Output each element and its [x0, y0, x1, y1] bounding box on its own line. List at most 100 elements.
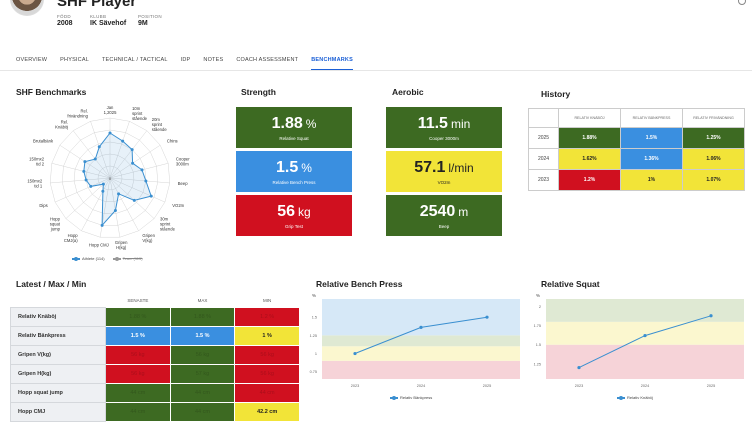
- history-year: 2025: [528, 127, 559, 149]
- chart-point[interactable]: [577, 365, 581, 370]
- latest-cell: 57 kg: [169, 363, 236, 384]
- history-cell: 1.07%: [682, 169, 745, 191]
- history-column-header: RELATIV FRIVÄNDNING: [682, 108, 745, 128]
- meta-position: POSITION 9M: [138, 14, 162, 27]
- tab-benchmarks[interactable]: BENCHMARKS: [311, 54, 353, 70]
- radar-point[interactable]: [117, 192, 121, 196]
- latest-metric-name: Relativ Knäböj: [10, 306, 106, 327]
- latest-cell: 1.2 %: [234, 306, 300, 327]
- radar-point[interactable]: [121, 139, 125, 143]
- chart-band: [322, 346, 520, 361]
- legend-team[interactable]: Team (115): [112, 256, 143, 261]
- radar-point[interactable]: [83, 160, 87, 164]
- radar-point[interactable]: [108, 131, 112, 135]
- latest-cell: 44 cm: [169, 401, 236, 422]
- aerobic-title: Aerobic: [392, 87, 424, 97]
- latest-row: Hopp CMJ 44 cm 44 cm 42.2 cm: [10, 401, 300, 422]
- chart-band: [322, 360, 520, 379]
- latest-header-row: SENASTE MAX MIN: [11, 295, 300, 307]
- meta-value: 9M: [138, 20, 148, 27]
- chart-band: [322, 335, 520, 347]
- chart-point[interactable]: [353, 351, 357, 356]
- chart-x-tick: 2023: [575, 384, 583, 388]
- history-column-header: RELATIV KNÄBÖJ: [558, 108, 621, 128]
- radar-point[interactable]: [149, 194, 153, 198]
- latest-metric-name: Gripen H(kg): [10, 363, 106, 384]
- radar-spoke: [109, 177, 121, 238]
- radar-point[interactable]: [113, 209, 117, 213]
- stat-tile: 2540 m Beep: [386, 195, 502, 236]
- latest-row: Gripen H(kg) 56 kg 57 kg 56 kg: [10, 363, 300, 384]
- radar-spoke: [109, 177, 155, 219]
- chart-y-tick: 1.5: [536, 343, 541, 347]
- radar-axis-label: 150mx2 tid 1: [27, 179, 43, 189]
- legend-team-label: Team (115): [122, 256, 143, 261]
- history-row: 2025 1.88% 1.5% 1.25%: [528, 127, 745, 149]
- history-cell: 1.36%: [620, 148, 683, 170]
- meta-born: FÖDD 2008: [57, 14, 73, 27]
- settings-icon[interactable]: [738, 0, 746, 5]
- legend-squat[interactable]: Relativ Knäböj: [617, 395, 653, 400]
- legend-athlete[interactable]: Athlete (114): [72, 256, 105, 261]
- stat-unit: l/min: [448, 160, 474, 175]
- latest-cell: 44 cm: [169, 382, 236, 403]
- tab-notes[interactable]: NOTES: [203, 57, 224, 63]
- radar-point[interactable]: [101, 189, 105, 193]
- radar-point[interactable]: [132, 198, 136, 202]
- radar-point[interactable]: [101, 182, 105, 186]
- chart-point[interactable]: [643, 333, 647, 338]
- stat-value-row: 1.5%: [276, 159, 312, 177]
- chart-point[interactable]: [709, 314, 713, 318]
- chart-y-tick: 0.75: [310, 370, 317, 374]
- latest-metric-name: Hopp squat jump: [10, 382, 106, 403]
- radar-point[interactable]: [93, 157, 97, 161]
- stat-value-row: 11.5 min: [418, 115, 471, 133]
- tab-coach-assessment[interactable]: COACH ASSESSMENT: [236, 57, 299, 63]
- latest-row: Hopp squat jump 44 cm 44 cm 44 cm: [10, 382, 300, 403]
- radar-spoke: [90, 121, 111, 179]
- radar-axis-label: Beep: [178, 181, 188, 186]
- chart-x-tick: 2025: [707, 384, 715, 388]
- radar-point[interactable]: [82, 169, 86, 173]
- radar-point[interactable]: [97, 145, 101, 149]
- stat-label: Beep: [438, 223, 450, 229]
- squat-line-chart: % 1.25 1.5 1.75 2 2023 2024 2025: [534, 293, 744, 388]
- history-corner: [528, 108, 559, 128]
- radar-point[interactable]: [84, 178, 88, 182]
- radar-axis-label: Hopp CMJ(a): [64, 233, 78, 243]
- radar-axis-label: Rel. frivändning: [67, 109, 88, 119]
- chart-point[interactable]: [419, 325, 423, 329]
- tab-overview[interactable]: OVERVIEW: [16, 57, 48, 63]
- radar-point[interactable]: [130, 148, 134, 152]
- chart-y-tick: 1.75: [534, 324, 541, 328]
- radar-point[interactable]: [144, 179, 148, 183]
- history-cell: 1.2%: [558, 169, 621, 191]
- meta-club: KLUBB IK Sävehof: [90, 14, 126, 27]
- latest-cell: 44 cm: [234, 382, 300, 403]
- legend-athlete-label: Athlete (114): [82, 256, 105, 261]
- latest-cell: 1.5 %: [105, 325, 171, 346]
- stat-label: Grip Test: [285, 223, 303, 229]
- latest-column-header: MIN: [263, 298, 272, 304]
- radar-point[interactable]: [100, 223, 104, 227]
- legend-bench[interactable]: Relativ Bänkpress: [390, 395, 432, 400]
- stat-tile: 57.1 l/min VO2m: [386, 151, 502, 192]
- radar-point[interactable]: [131, 161, 135, 165]
- radar-axis-label: 10m sprint stående: [132, 106, 148, 121]
- radar-point[interactable]: [140, 168, 144, 172]
- latest-cell: 56 kg: [105, 363, 171, 384]
- tab-technical-tactical[interactable]: TECHNICAL / TACTICAL: [101, 57, 168, 63]
- stat-unit: kg: [298, 204, 311, 219]
- radar-axis-label: Gripen H(kg): [115, 240, 128, 250]
- tab-idp[interactable]: IDP: [180, 57, 191, 63]
- latest-row: Relativ Bänkpress 1.5 % 1.5 % 1 %: [10, 325, 300, 346]
- latest-metric-name: Relativ Bänkpress: [10, 325, 106, 346]
- radar-grid-ring: [49, 117, 171, 238]
- radar-spoke: [109, 177, 170, 184]
- chart-band: [546, 299, 744, 322]
- tab-physical[interactable]: PHYSICAL: [60, 57, 89, 63]
- radar-point[interactable]: [89, 184, 93, 188]
- chart-point[interactable]: [485, 315, 489, 319]
- radar-axis-label: 150mx2 tid 2: [29, 156, 45, 166]
- latest-cell: 44 cm: [105, 382, 171, 403]
